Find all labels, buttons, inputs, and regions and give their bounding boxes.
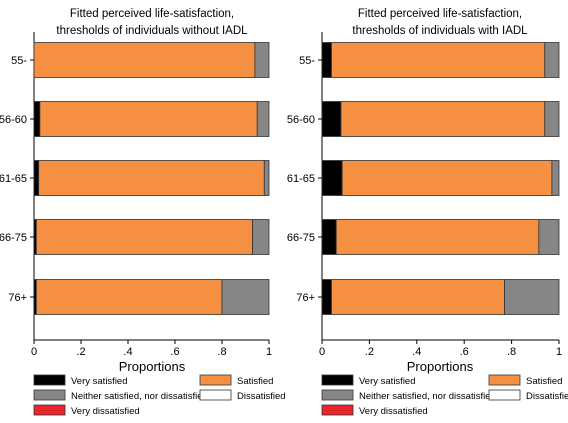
bar-segment	[331, 279, 505, 315]
legend-item: Very satisfied	[321, 374, 416, 387]
x-tick-label: 0	[31, 346, 37, 358]
y-tick-label: 76+	[8, 292, 27, 304]
legend-swatch	[33, 389, 66, 401]
bar-segment	[544, 101, 560, 137]
x-tick-label: .4	[123, 346, 132, 358]
legend-swatch	[488, 389, 521, 401]
y-tick-label: 55-	[11, 55, 27, 67]
x-tick-label: .8	[507, 346, 516, 358]
y-tick-label: 76+	[296, 292, 315, 304]
x-axis-label: Proportions	[407, 359, 474, 374]
legend-item: Dissatisfied	[199, 389, 286, 402]
y-tick-label: 61-65	[0, 173, 27, 185]
bar-segment	[38, 160, 265, 196]
legend-label: Very dissatisfied	[71, 406, 140, 417]
y-tick-label: 61-65	[287, 173, 315, 185]
bar-segment	[39, 101, 258, 137]
chart-panel-1: Fitted perceived life-satisfaction, thres…	[0, 8, 272, 374]
legend-label: Satisfied	[526, 376, 562, 387]
chart-subtitle: thresholds of individuals with IADL	[352, 25, 528, 37]
bar-segment	[252, 219, 270, 255]
legend-swatch	[321, 389, 354, 401]
chart-subtitle: thresholds of individuals without IADL	[56, 25, 248, 37]
bar-segment	[321, 101, 342, 137]
legend-label: Very satisfied	[71, 376, 128, 387]
legend-swatch	[199, 389, 232, 401]
legend-item: Satisfied	[488, 374, 562, 387]
bar-segment	[321, 42, 332, 78]
chart-title: Fitted perceived life-satisfaction,	[358, 8, 522, 20]
legend-label: Neither satisfied, nor dissatisfied	[71, 391, 208, 402]
bar-segment	[340, 101, 546, 137]
legend-item: Very dissatisfied	[321, 404, 428, 417]
legend-label: Dissatisfied	[237, 391, 286, 402]
x-tick-label: .6	[460, 346, 469, 358]
x-tick-label: .2	[76, 346, 85, 358]
y-tick-label: 56-60	[287, 114, 315, 126]
bar-segment	[551, 160, 560, 196]
y-tick-label: 66-75	[287, 232, 315, 244]
y-tick-label: 66-75	[0, 232, 27, 244]
bar-segment	[263, 160, 270, 196]
legend-item: Very dissatisfied	[33, 404, 140, 417]
x-tick-label: 1	[266, 346, 272, 358]
legend-swatch	[321, 404, 354, 416]
x-axis-label: Proportions	[119, 359, 186, 374]
legend-swatch	[33, 374, 66, 386]
legend-swatch	[33, 404, 66, 416]
legend-item: Neither satisfied, nor dissatisfied	[33, 389, 208, 402]
y-tick-label: 56-60	[0, 114, 27, 126]
bar-segment	[341, 160, 553, 196]
legend-label: Very dissatisfied	[359, 406, 428, 417]
legend-swatch	[199, 374, 232, 386]
bar-segment	[33, 160, 40, 196]
bar-segment	[544, 42, 560, 78]
bar-segment	[321, 219, 337, 255]
legend-swatch	[488, 374, 521, 386]
bar-segment	[256, 101, 270, 137]
legend: Very satisfied Satisfied Neither satisfied…	[33, 374, 286, 417]
bar-segment	[254, 42, 270, 78]
bar-segment	[33, 42, 256, 78]
bar-segment	[504, 279, 560, 315]
x-tick-label: 1	[556, 346, 562, 358]
x-tick-label: .8	[217, 346, 226, 358]
bar-segment	[321, 279, 332, 315]
x-tick-label: .4	[412, 346, 421, 358]
legend: Very satisfied Satisfied Neither satisfied…	[321, 374, 568, 417]
x-tick-label: .6	[170, 346, 179, 358]
y-tick-label: 55-	[299, 55, 315, 67]
legend-item: Neither satisfied, nor dissatisfied	[321, 389, 496, 402]
x-tick-label: .2	[365, 346, 374, 358]
legend-label: Dissatisfied	[526, 391, 568, 402]
bar-segment	[331, 42, 546, 78]
legend-swatch	[321, 374, 354, 386]
legend-item: Satisfied	[199, 374, 273, 387]
bar-segment	[538, 219, 560, 255]
legend-item: Dissatisfied	[488, 389, 568, 402]
x-tick-label: 0	[319, 346, 325, 358]
legend-label: Neither satisfied, nor dissatisfied	[359, 391, 496, 402]
bar-segment	[221, 279, 270, 315]
bar-segment	[335, 219, 540, 255]
legend-item: Very satisfied	[33, 374, 128, 387]
chart-title: Fitted perceived life-satisfaction,	[70, 8, 234, 20]
bar-segment	[321, 160, 343, 196]
legend-label: Very satisfied	[359, 376, 416, 387]
bar-segment	[35, 219, 253, 255]
bar-segment	[35, 279, 223, 315]
chart-panel-2: Fitted perceived life-satisfaction, thres…	[287, 8, 562, 374]
legend-label: Satisfied	[237, 376, 273, 387]
bar-segment	[33, 101, 41, 137]
